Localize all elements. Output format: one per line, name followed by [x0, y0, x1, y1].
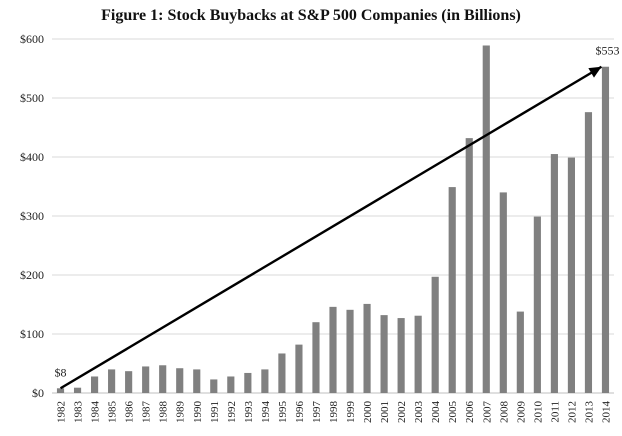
- value-annotation: $8: [55, 365, 67, 379]
- bar-1984: [90, 376, 99, 393]
- x-tick-label: 1999: [345, 401, 357, 424]
- chart-title: Figure 1: Stock Buybacks at S&P 500 Comp…: [101, 7, 521, 24]
- x-tick-label: 2010: [532, 401, 544, 424]
- x-tick-label: 1990: [192, 401, 204, 424]
- bar-layer: [56, 45, 610, 394]
- trend-arrow-head: [588, 66, 602, 78]
- x-tick-label: 1982: [56, 401, 68, 423]
- bar-2000: [363, 303, 371, 393]
- x-tick-label: 1986: [124, 401, 136, 424]
- grid-layer: [52, 38, 614, 394]
- y-tick-label: $500: [20, 91, 44, 105]
- x-tick-label: 2006: [464, 401, 476, 424]
- bar-2006: [465, 138, 473, 393]
- value-annotation: $553: [595, 44, 619, 58]
- bar-1998: [329, 306, 337, 393]
- bar-1989: [176, 368, 184, 393]
- x-tick-label: 2014: [600, 401, 612, 424]
- bar-1990: [193, 369, 201, 393]
- bar-2010: [533, 216, 541, 393]
- bar-1988: [159, 365, 167, 393]
- x-tick-label: 1997: [311, 401, 323, 424]
- x-tick-label: 2013: [583, 401, 595, 424]
- bar-1986: [125, 371, 133, 393]
- x-tick-label: 2007: [481, 400, 493, 423]
- x-tick-label: 2005: [447, 401, 459, 424]
- bar-2013: [584, 112, 593, 393]
- x-tick-label: 1985: [107, 401, 119, 424]
- bar-2004: [431, 276, 439, 393]
- y-tick-label: $300: [20, 209, 44, 223]
- x-tick-label: 2004: [430, 401, 442, 424]
- bar-2008: [499, 192, 507, 393]
- bar-2005: [448, 187, 456, 393]
- x-tick-label: 2002: [396, 401, 408, 423]
- bar-2011: [550, 154, 558, 393]
- x-tick-label: 1998: [328, 401, 340, 424]
- x-tick-label: 2000: [362, 401, 374, 424]
- bar-2009: [516, 311, 524, 393]
- bar-1993: [244, 372, 252, 393]
- bar-1996: [295, 344, 303, 393]
- bar-2012: [567, 157, 576, 393]
- trend-arrow-line: [59, 65, 603, 390]
- bar-2014: [601, 66, 610, 393]
- x-tick-label: 2001: [379, 401, 391, 423]
- x-tick-label: 1984: [90, 401, 102, 424]
- bar-1991: [210, 379, 218, 393]
- bar-1995: [278, 353, 286, 393]
- bar-1985: [108, 369, 116, 393]
- y-tick-label: $400: [20, 150, 44, 164]
- x-tick-label: 1996: [294, 401, 306, 424]
- x-tick-label: 1993: [243, 401, 255, 424]
- x-tick-label: 1991: [209, 401, 221, 423]
- x-tick-label: 1994: [260, 401, 272, 424]
- bar-1997: [312, 322, 320, 393]
- y-tick-label: $100: [20, 327, 44, 341]
- x-tick-label: 2011: [549, 401, 561, 423]
- bar-2007: [482, 45, 490, 394]
- axis-layer: $0 $100 $200 $300 $400 $500 $600 1982 1983 1984 19…: [20, 32, 612, 423]
- x-tick-label: 2009: [515, 401, 527, 424]
- y-tick-label: $600: [20, 32, 44, 46]
- x-tick-label: 2008: [498, 401, 510, 424]
- annotation-layer: $8 $553: [55, 44, 619, 390]
- x-tick-label: 2003: [413, 401, 425, 424]
- x-tick-label: 1995: [277, 401, 289, 424]
- bar-2001: [380, 315, 388, 393]
- y-tick-label: $200: [20, 268, 44, 282]
- x-tick-label: 2012: [566, 401, 578, 423]
- bar-1982: [56, 388, 65, 393]
- x-tick-label: 1987: [141, 401, 153, 424]
- bar-2002: [397, 318, 405, 393]
- bar-1983: [73, 387, 82, 393]
- x-tick-label: 1992: [226, 401, 238, 423]
- bar-1992: [227, 376, 235, 393]
- bar-1999: [346, 309, 354, 393]
- x-tick-label: 1988: [158, 401, 170, 424]
- y-tick-label: $0: [32, 386, 44, 400]
- x-tick-label: 1989: [175, 401, 187, 424]
- bar-1994: [261, 369, 269, 393]
- bar-2003: [414, 315, 422, 393]
- bar-1987: [142, 366, 150, 393]
- x-tick-label: 1983: [73, 401, 85, 424]
